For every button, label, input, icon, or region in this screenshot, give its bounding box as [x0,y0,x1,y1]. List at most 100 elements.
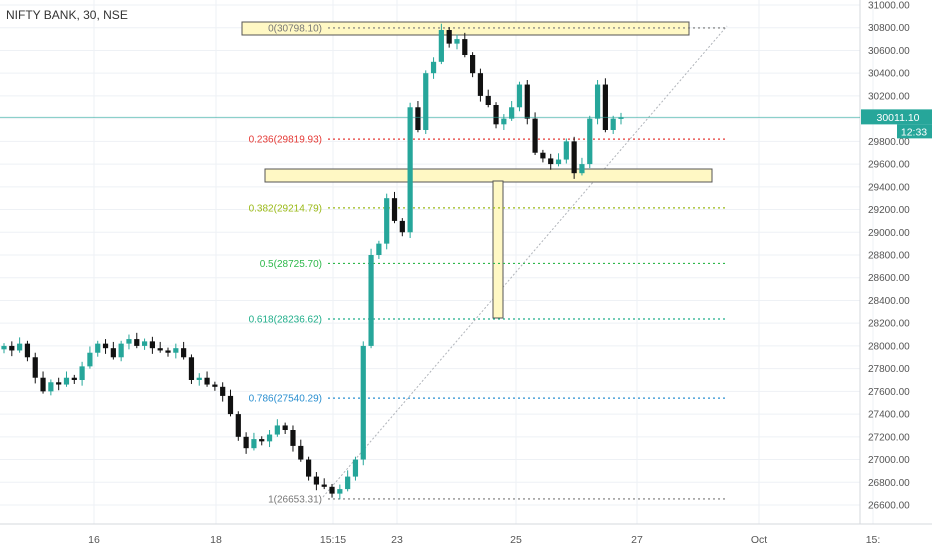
candle [470,52,476,78]
candle [24,340,31,362]
price-tick-label: 30200.00 [868,91,910,102]
candle [345,470,351,492]
candle [548,153,554,170]
candle [321,478,327,490]
last-price-label: 30011.10 [876,112,919,124]
price-tick-label: 28800.00 [868,251,910,262]
price-tick-label: 30400.00 [868,69,910,80]
price-tick-label: 30800.00 [868,23,910,34]
candle [157,341,163,353]
price-tick-label: 26800.00 [868,478,910,489]
last-price-badge: 30011.10 12:33 [861,109,932,139]
candle [235,411,241,441]
candle [259,436,265,446]
candle [485,89,491,108]
grid [0,0,874,524]
candle [384,193,390,250]
candle [212,381,218,391]
price-tick-label: 26600.00 [868,501,910,512]
candle [368,248,374,349]
candle [173,343,179,359]
symbol-label[interactable]: NIFTY BANK, 30, NSE [6,8,128,22]
candle [391,191,398,224]
candle [1,343,7,354]
candle [298,439,304,462]
fib-level-label: 0.236(29819.93) [249,135,322,146]
candle [329,483,335,498]
candle [376,240,382,259]
candle [290,425,296,452]
candle [118,340,124,362]
time-tick-label: 18 [210,534,222,546]
candle [9,341,15,357]
candle [305,456,312,481]
price-tick-label: 27400.00 [868,410,910,421]
candle [274,419,280,437]
price-tick-label: 28400.00 [868,296,910,307]
price-tick-label: 28600.00 [868,273,910,284]
price-tick-label: 27600.00 [868,387,910,398]
fib-level-label: 0(30798.10) [268,23,322,34]
trend-line[interactable] [322,25,728,498]
price-tick-label: 29400.00 [868,182,910,193]
rectangle-vertical-zone[interactable] [492,180,504,319]
candle [204,371,210,387]
candle [360,341,366,466]
price-tick-label: 29200.00 [868,205,910,216]
candle [477,68,484,102]
candle [509,101,515,121]
time-tick-label: 23 [391,534,403,546]
fib-level-label: 0.618(28236.62) [249,315,322,326]
candle [95,340,101,357]
price-tick-label: 31000.00 [868,1,910,12]
price-tick-label: 28000.00 [868,341,910,352]
candle [540,149,546,163]
time-axis[interactable]: 16 18 15:15 23 25 27 Oct 15: [88,534,880,546]
candle [423,70,429,134]
candle [579,157,585,176]
fib-level-label: 1(26653.31) [268,494,322,505]
candle [618,112,624,125]
candle [17,337,23,353]
candle [337,484,343,500]
candle [266,430,273,448]
candle [48,379,54,396]
candle [532,112,538,155]
candle [501,114,507,130]
price-axis[interactable]: 26600.00 26800.00 27000.00 27200.00 27400.00… [868,1,910,512]
candle [110,341,116,360]
candle [32,352,38,384]
price-tick-label: 27800.00 [868,364,910,375]
price-tick-label: 27000.00 [868,455,910,466]
candle [251,432,257,451]
candle [227,389,234,417]
candle [516,81,523,112]
candle [438,23,444,65]
candle [56,377,62,391]
candle [188,354,195,384]
candle [313,472,320,491]
drawings-layer[interactable] [241,21,728,498]
time-tick-label: Oct [751,534,767,546]
price-tick-label: 27200.00 [868,432,910,443]
countdown-label: 12:33 [901,126,927,138]
candle [181,341,187,360]
time-tick-label: 25 [510,534,522,546]
candle [141,338,148,350]
axes [0,0,932,525]
candle [352,456,359,481]
candle [446,27,452,48]
candle [40,371,46,394]
candle [134,332,140,349]
candle [79,361,85,386]
price-tick-label: 29000.00 [868,228,910,239]
candle [282,422,288,434]
rectangle-support-zone[interactable] [264,168,713,183]
candle [220,382,226,402]
price-tick-label: 29800.00 [868,137,910,148]
time-tick-label: 15: [866,534,881,546]
candles [1,23,624,500]
fib-level-label: 0.5(28725.70) [260,259,322,270]
